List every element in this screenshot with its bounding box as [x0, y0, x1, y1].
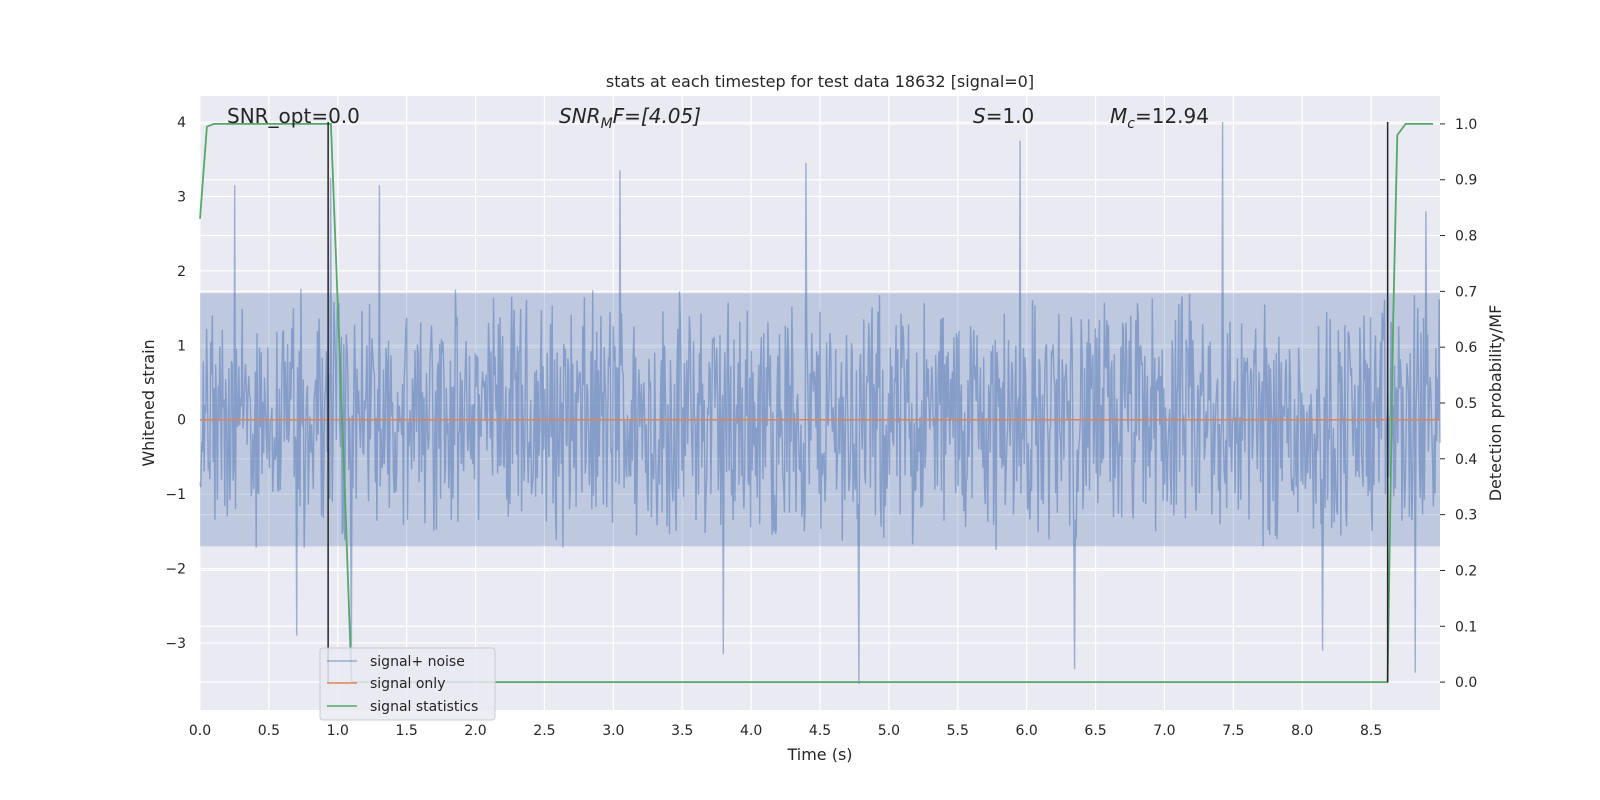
y-tick-label: 4 [177, 115, 186, 131]
legend-item-signal-noise: signal+ noise [370, 654, 465, 670]
y-tick-label: −1 [165, 487, 186, 503]
y-axis-label: Whitened strain [139, 339, 158, 466]
x-tick-label: 7.0 [1153, 723, 1175, 739]
y-tick-label: 0 [177, 413, 186, 429]
y2-tick-label: 0.6 [1455, 340, 1477, 356]
y2-tick-label: 1.0 [1455, 117, 1477, 133]
annotation-snr-mf: SNRMF=[4.05] [559, 104, 701, 132]
x-tick-label: 6.5 [1084, 723, 1106, 739]
legend-item-signal-only: signal only [370, 676, 445, 692]
annotation-mc-sub: c [1127, 116, 1135, 132]
x-tick-label: 3.0 [602, 723, 624, 739]
annotation-s-name: S [973, 104, 986, 128]
x-tick-label: 0.5 [258, 723, 280, 739]
y-tick-label: −2 [165, 562, 186, 578]
x-tick-label: 7.5 [1222, 723, 1244, 739]
annotation-s-rest: =1.0 [986, 104, 1035, 128]
x-tick-label: 3.5 [671, 723, 693, 739]
tick-labels: 0.0 0.5 1.0 1.5 2.0 2.5 3.0 3.5 4.0 4.5 5.0 5.5 6.0 6… [165, 115, 1477, 739]
x-tick-label: 0.0 [189, 723, 211, 739]
x-axis-label: Time (s) [786, 745, 852, 764]
annotation-snr-opt: SNR_opt=0.0 [227, 104, 360, 128]
legend-box [319, 647, 496, 721]
y-tick-label: 2 [177, 264, 186, 280]
x-tick-label: 4.0 [740, 723, 762, 739]
y2-tick-label: 0.0 [1455, 675, 1477, 691]
x-tick-label: 5.0 [878, 723, 900, 739]
y2-tick-label: 0.3 [1455, 508, 1477, 524]
x-tick-label: 8.0 [1291, 723, 1313, 739]
y2-tick-label: 0.5 [1455, 396, 1477, 412]
annotation-mc-rest: =12.94 [1135, 104, 1209, 128]
y2-tick-label: 0.4 [1455, 452, 1477, 468]
x-tick-label: 6.0 [1016, 723, 1038, 739]
x-tick-label: 2.5 [533, 723, 555, 739]
y2-tick-label: 0.8 [1455, 229, 1477, 245]
x-tick-label: 8.5 [1360, 723, 1382, 739]
y-tick-label: 3 [177, 189, 186, 205]
y2-tick-label: 0.1 [1455, 619, 1477, 635]
annotation-mc-name: M [1110, 104, 1127, 128]
annotation-snr-mf-name: SNR [559, 104, 601, 128]
legend-item-signal-statistics: signal statistics [370, 699, 478, 715]
annotation-mc: Mc=12.94 [1110, 104, 1209, 132]
x-tick-label: 1.5 [396, 723, 418, 739]
y-tick-label: −3 [165, 636, 186, 652]
x-tick-label: 1.0 [327, 723, 349, 739]
chart-title: stats at each timestep for test data 186… [606, 72, 1034, 91]
series-line-signal-noise [199, 121, 1441, 685]
x-tick-label: 4.5 [809, 723, 831, 739]
x-tick-label: 5.5 [947, 723, 969, 739]
y2-tick-label: 0.9 [1455, 173, 1477, 189]
annotation-snr-mf-rest: F=[4.05] [613, 104, 701, 128]
legend: signal+ noise signal only signal statist… [319, 647, 496, 721]
y2-tick-label: 0.7 [1455, 284, 1477, 300]
y2-tick-label: 0.2 [1455, 563, 1477, 579]
x-tick-label: 2.0 [464, 723, 486, 739]
y2-axis-label: Detection probability/MF [1486, 305, 1505, 502]
annotation-s: S=1.0 [973, 104, 1034, 128]
annotation-snr-mf-sub: M [601, 116, 613, 132]
y-tick-label: 1 [177, 338, 186, 354]
